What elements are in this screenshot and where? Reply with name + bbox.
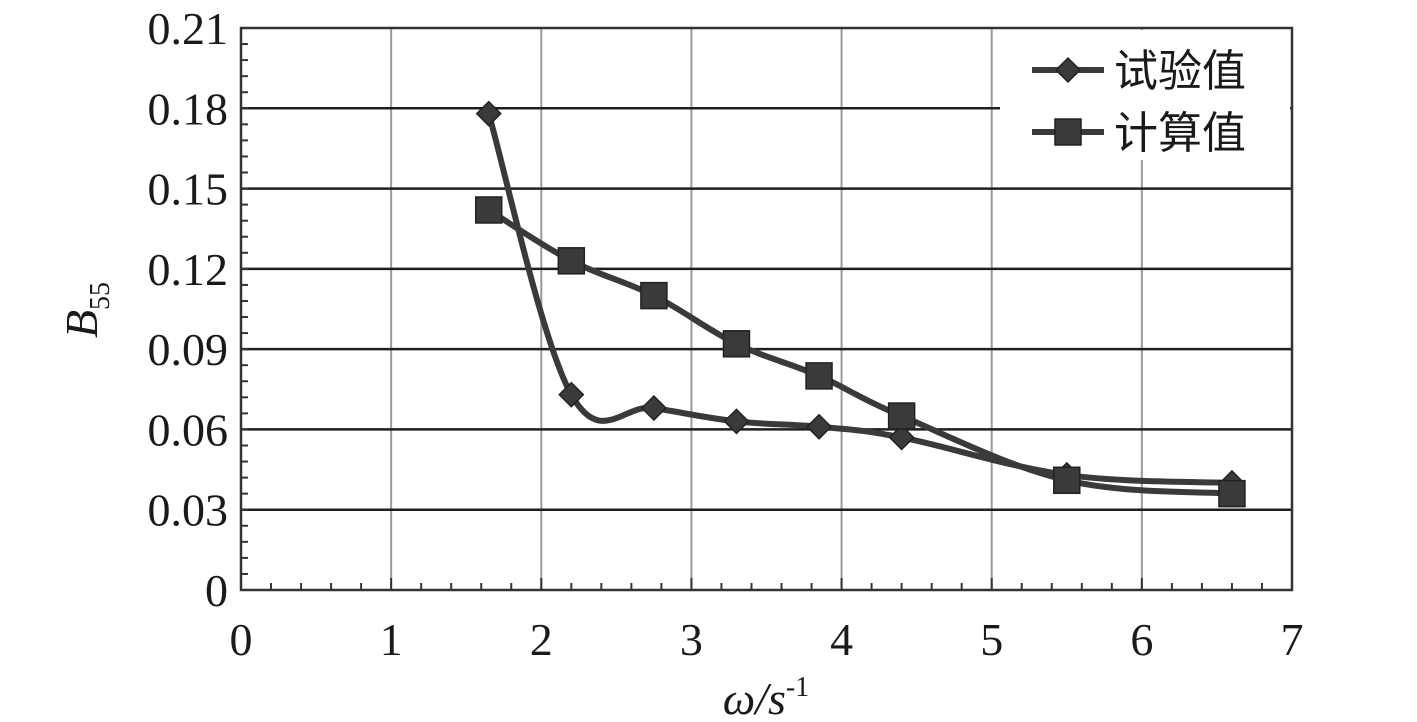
y-tick-label: 0 <box>205 565 228 616</box>
square-marker <box>640 281 668 310</box>
y-tick-label: 0.12 <box>148 244 229 295</box>
x-axis-title-sup: -1 <box>786 672 809 703</box>
x-tick-label: 5 <box>980 614 1003 665</box>
square-marker <box>722 330 751 358</box>
legend-box <box>1000 30 1290 160</box>
y-tick-labels: 0 0.03 0.06 0.09 0.12 0.15 0.18 0.21 <box>148 3 229 616</box>
series-line <box>487 207 1233 497</box>
square-marker <box>887 402 916 430</box>
y-tick-label: 0.21 <box>148 3 229 54</box>
diamond-marker <box>888 424 915 451</box>
diamond-marker <box>475 100 502 127</box>
diamond-marker <box>723 408 750 435</box>
legend-item: 试验值 <box>1032 46 1246 97</box>
plot-frame <box>239 26 1294 592</box>
diamond-marker <box>805 413 833 440</box>
x-tick-label: 2 <box>530 614 553 665</box>
diamond-marker <box>558 381 585 408</box>
series-layer <box>474 100 1246 508</box>
square-marker <box>557 247 586 275</box>
y-axis-title-sub: 55 <box>85 282 116 310</box>
series-line <box>485 112 1233 486</box>
square-marker <box>1218 479 1246 508</box>
series-measured <box>475 100 1246 497</box>
x-tick-label: 0 <box>230 614 253 665</box>
y-axis-title: B55 <box>56 282 116 338</box>
series-calculated <box>474 196 1246 508</box>
square-marker <box>474 196 503 224</box>
square-marker <box>805 362 833 390</box>
square-marker <box>1053 466 1081 495</box>
y-tick-label: 0.09 <box>148 324 229 375</box>
legend-square-marker <box>1054 118 1082 146</box>
x-tick-label: 7 <box>1281 614 1304 665</box>
y-tick-label: 0.15 <box>148 164 229 215</box>
legend-item: 计算值 <box>1032 108 1246 159</box>
legend-label: 试验值 <box>1114 46 1246 97</box>
x-tick-label: 4 <box>830 614 853 665</box>
x-tick-label: 6 <box>1130 614 1153 665</box>
y-tick-label: 0.18 <box>148 83 229 134</box>
y-axis-title-text: B <box>56 310 107 338</box>
y-tick-label: 0.06 <box>148 404 229 455</box>
legend-diamond-marker <box>1054 56 1082 84</box>
x-axis-title: ω/s-1 <box>723 672 810 722</box>
x-axis-title-text: ω/s <box>723 673 786 722</box>
diamond-marker <box>640 394 667 422</box>
x-tick-label: 3 <box>680 614 703 665</box>
x-tick-label: 1 <box>380 614 403 665</box>
legend-label: 计算值 <box>1114 108 1246 159</box>
y-tick-label: 0.03 <box>148 485 229 536</box>
x-tick-labels: 0 1 2 3 4 5 6 7 <box>230 614 1304 665</box>
